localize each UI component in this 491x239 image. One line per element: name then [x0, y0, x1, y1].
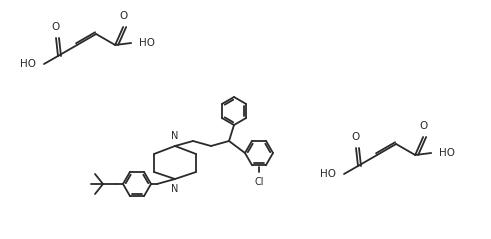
Text: HO: HO — [139, 38, 155, 48]
Text: HO: HO — [320, 169, 336, 179]
Text: O: O — [119, 11, 127, 21]
Text: O: O — [352, 132, 360, 142]
Text: O: O — [52, 22, 60, 32]
Text: N: N — [171, 131, 179, 141]
Text: HO: HO — [20, 59, 36, 69]
Text: Cl: Cl — [254, 177, 264, 187]
Text: O: O — [419, 121, 427, 131]
Text: N: N — [171, 184, 179, 194]
Text: HO: HO — [439, 148, 455, 158]
